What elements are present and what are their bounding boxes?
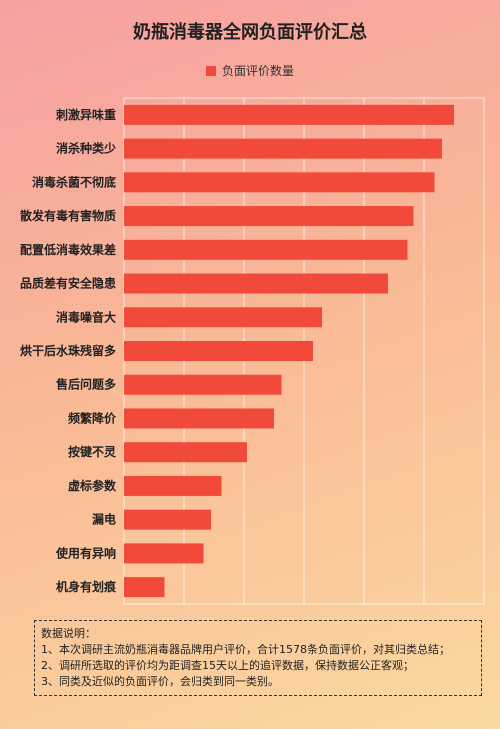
category-label: 消毒杀菌不彻底 [32, 174, 116, 189]
notes-heading: 数据说明： [41, 627, 96, 640]
bar [124, 239, 408, 260]
category-label: 消毒噪音大 [56, 309, 116, 324]
bar [124, 374, 282, 395]
category-label: 品质差有安全隐患 [20, 276, 116, 291]
bar [124, 341, 313, 361]
category-label: 消杀种类少 [56, 141, 116, 156]
legend-label: 负面评价数量 [221, 64, 294, 78]
bar [124, 509, 211, 530]
bar [124, 104, 454, 125]
category-label: 机身有划痕 [56, 579, 117, 594]
category-label: 散发有毒有害物质 [20, 208, 116, 223]
legend: 负面评价数量 [0, 62, 500, 79]
bar [124, 206, 414, 227]
category-label: 虚标参数 [68, 478, 117, 493]
bar [124, 307, 322, 328]
bar [124, 577, 165, 598]
category-label: 配置低消毒效果差 [20, 242, 116, 257]
category-label: 售后问题多 [56, 377, 116, 392]
data-notes: 数据说明： 1、本次调研主流奶瓶消毒器品牌用户评价，合计1578条负面评价，对其… [34, 620, 482, 696]
bar [124, 543, 204, 564]
bar-chart: 刺激异味重消杀种类少消毒杀菌不彻底散发有毒有害物质配置低消毒效果差品质差有安全隐… [19, 104, 454, 598]
notes-line: 2、调研所选取的评价均为距调查15天以上的追评数据，保持数据公正客观； [41, 659, 414, 672]
bar [124, 475, 222, 496]
notes-line: 3、同类及近似的负面评价，会归类到同一类别。 [41, 675, 279, 688]
category-label: 漏电 [92, 512, 116, 527]
bar [124, 442, 247, 463]
legend-swatch [205, 66, 216, 76]
bar [124, 273, 388, 294]
chart-title: 奶瓶消毒器全网负面评价汇总 [133, 22, 367, 43]
bars [124, 104, 454, 598]
category-label: 刺激异味重 [55, 107, 116, 122]
bar [124, 138, 442, 159]
category-label: 使用有异响 [55, 545, 116, 560]
notes-line: 1、本次调研主流奶瓶消毒器品牌用户评价，合计1578条负面评价，对其归类总结； [41, 643, 450, 656]
category-label: 烘干后水珠残留多 [20, 343, 116, 358]
bar [124, 172, 435, 193]
bar [124, 408, 274, 429]
category-label: 频繁降价 [68, 410, 117, 425]
category-labels: 刺激异味重消杀种类少消毒杀菌不彻底散发有毒有害物质配置低消毒效果差品质差有安全隐… [20, 107, 117, 594]
category-label: 按键不灵 [68, 444, 117, 459]
